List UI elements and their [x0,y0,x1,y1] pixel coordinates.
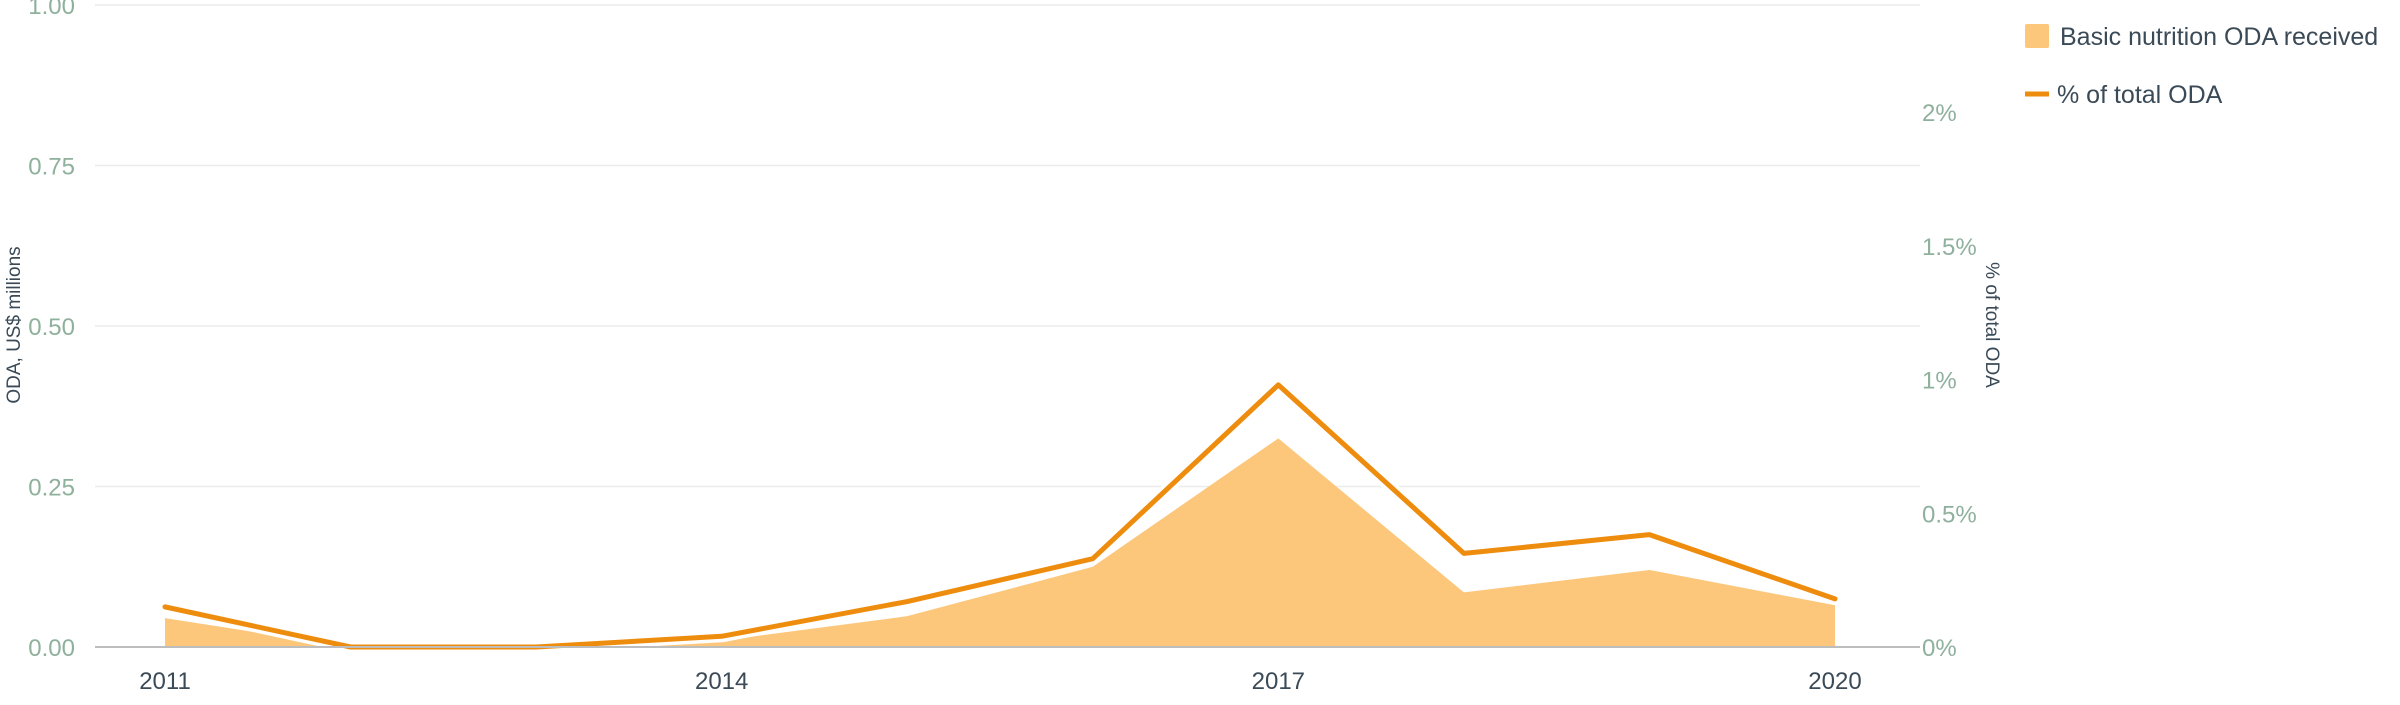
left-axis-title: ODA, US$ millions [4,246,25,403]
right-tick-label: 1.5% [1922,234,1977,261]
area-point[interactable] [1642,563,1656,577]
line-point[interactable] [1642,528,1656,542]
left-tick-label: 0.50 [28,314,75,341]
right-tick-label: 1% [1922,368,1957,395]
line-point[interactable] [158,600,172,614]
right-axis-title: % of total ODA [1981,262,2002,388]
legend-label-line: % of total ODA [2057,81,2223,109]
right-tick-label: 2% [1922,100,1957,127]
line-point[interactable] [1271,378,1285,392]
legend-item-area[interactable]: Basic nutrition ODA received [2025,23,2378,51]
legend-swatch-area [2025,24,2049,48]
area-series-layer [165,431,1835,647]
left-axis-ticks: 0.00 0.25 0.50 0.75 1.00 [28,0,75,662]
x-tick-label: 2020 [1808,668,1861,695]
left-tick-label: 0.25 [28,475,75,502]
left-tick-label: 0.00 [28,635,75,662]
area-point[interactable] [1271,431,1285,445]
area-point[interactable] [900,609,914,623]
left-tick-label: 1.00 [28,0,75,20]
area-point[interactable] [1457,585,1471,599]
legend-item-line[interactable]: % of total ODA [2025,81,2223,109]
line-point[interactable] [1828,592,1842,606]
line-point[interactable] [715,629,729,643]
x-tick-label: 2017 [1252,668,1305,695]
line-point[interactable] [1086,552,1100,566]
line-point[interactable] [900,595,914,609]
legend: Basic nutrition ODA received % of total … [2025,23,2378,109]
area-series-basic-nutrition[interactable] [165,438,1835,647]
legend-label-area: Basic nutrition ODA received [2060,23,2378,51]
right-tick-label: 0.5% [1922,501,1977,528]
right-axis-ticks: 0% 0.5% 1% 1.5% 2% [1922,100,1977,662]
x-tick-label: 2014 [695,668,748,695]
gridlines [95,4,1920,488]
left-tick-label: 0.75 [28,154,75,181]
right-tick-label: 0% [1922,635,1957,662]
x-axis-ticks: 2011 2014 2017 2020 [139,668,1862,695]
x-tick-label: 2011 [139,668,191,695]
line-point[interactable] [1457,546,1471,560]
